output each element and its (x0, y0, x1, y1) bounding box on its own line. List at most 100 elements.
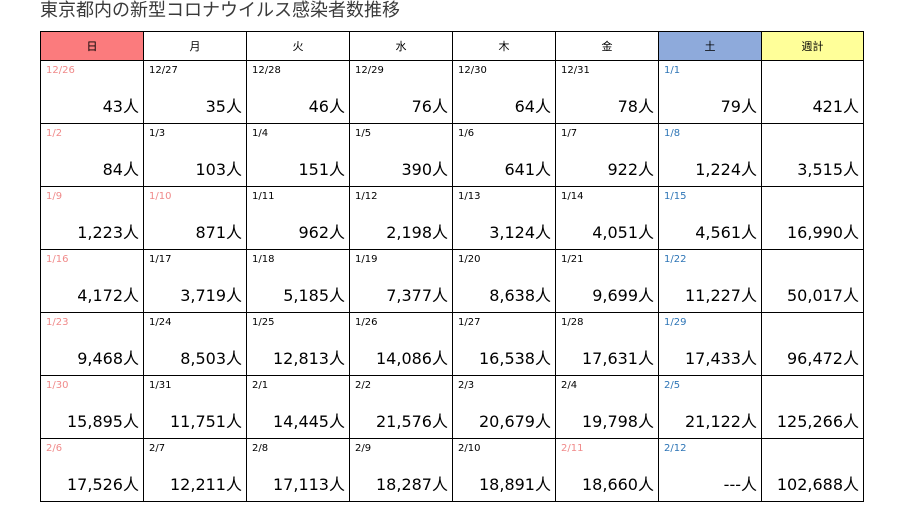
cell-count: 12,211人 (170, 475, 242, 494)
day-cell-friday: 2/4 19,798人 (555, 375, 659, 439)
day-cell-thursday: 1/20 8,638人 (452, 249, 556, 313)
cell-count: 64人 (514, 97, 551, 116)
day-cell-wednesday: 12/29 76人 (349, 60, 453, 124)
cell-date: 1/26 (355, 317, 378, 328)
day-cell-thursday: 2/3 20,679人 (452, 375, 556, 439)
cell-date: 2/7 (149, 443, 166, 454)
week-total-count: 16,990人 (787, 223, 859, 242)
day-cell-tuesday: 2/8 17,113人 (246, 438, 350, 502)
header-friday: 金 (555, 31, 659, 61)
cell-count: 4,172人 (77, 286, 139, 305)
cell-count: 18,660人 (582, 475, 654, 494)
cell-date: 1/6 (458, 128, 475, 139)
day-cell-saturday: 2/12 ---人 (658, 438, 762, 502)
cell-count: 84人 (102, 160, 139, 179)
cell-date: 12/30 (458, 65, 487, 76)
cell-count: 21,122人 (685, 412, 757, 431)
header-monday: 月 (143, 31, 247, 61)
table-row: 1/16 4,172人 1/17 3,719人 1/18 5,185人 1/19 7,377人… (40, 249, 864, 313)
cell-date: 1/24 (149, 317, 172, 328)
day-cell-monday: 1/10 871人 (143, 186, 247, 250)
cell-count: 17,631人 (582, 349, 654, 368)
day-cell-tuesday: 1/4 151人 (246, 123, 350, 187)
cell-count: 1,224人 (695, 160, 757, 179)
day-cell-friday: 1/21 9,699人 (555, 249, 659, 313)
table-row: 1/30 15,895人 1/31 11,751人 2/1 14,445人 2/2 21,57… (40, 375, 864, 439)
cell-date: 1/31 (149, 380, 172, 391)
day-cell-wednesday: 1/19 7,377人 (349, 249, 453, 313)
weekly-cases-table: 日 月 火 水 木 金 土 週計 12/26 43人 12/27 35人 12/28 46… (40, 31, 864, 502)
cell-count: 4,561人 (695, 223, 757, 242)
header-thursday: 木 (452, 31, 556, 61)
cell-date: 2/8 (252, 443, 269, 454)
cell-count: 11,227人 (685, 286, 757, 305)
cell-count: 15,895人 (67, 412, 139, 431)
cell-date: 2/4 (561, 380, 578, 391)
cell-count: 17,526人 (67, 475, 139, 494)
cell-count: 8,638人 (489, 286, 551, 305)
day-cell-sunday: 1/2 84人 (40, 123, 144, 187)
header-wednesday: 水 (349, 31, 453, 61)
cell-count: 151人 (298, 160, 345, 179)
cell-date: 1/4 (252, 128, 269, 139)
cell-date: 1/15 (664, 191, 687, 202)
cell-date: 1/13 (458, 191, 481, 202)
cell-date: 1/5 (355, 128, 372, 139)
day-cell-thursday: 1/13 3,124人 (452, 186, 556, 250)
header-saturday: 土 (658, 31, 762, 61)
cell-date: 1/23 (46, 317, 69, 328)
day-cell-monday: 1/24 8,503人 (143, 312, 247, 376)
week-total-cell: 3,515人 (761, 123, 864, 187)
cell-count: 17,113人 (273, 475, 345, 494)
table-row: 2/6 17,526人 2/7 12,211人 2/8 17,113人 2/9 18,287人… (40, 438, 864, 502)
cell-count: 78人 (617, 97, 654, 116)
week-total-count: 50,017人 (787, 286, 859, 305)
cell-count: 7,377人 (386, 286, 448, 305)
day-cell-wednesday: 2/2 21,576人 (349, 375, 453, 439)
cell-date: 1/2 (46, 128, 63, 139)
cell-count: 641人 (504, 160, 551, 179)
cell-count: 79人 (720, 97, 757, 116)
week-total-cell: 421人 (761, 60, 864, 124)
table-row: 1/2 84人 1/3 103人 1/4 151人 1/5 390人 1/6 641人 1/7 922… (40, 123, 864, 187)
cell-date: 1/10 (149, 191, 172, 202)
cell-date: 2/1 (252, 380, 269, 391)
cell-date: 2/5 (664, 380, 681, 391)
week-total-count: 96,472人 (787, 349, 859, 368)
cell-date: 1/29 (664, 317, 687, 328)
day-cell-monday: 1/31 11,751人 (143, 375, 247, 439)
day-cell-sunday: 12/26 43人 (40, 60, 144, 124)
cell-count: 11,751人 (170, 412, 242, 431)
cell-count: 18,287人 (376, 475, 448, 494)
day-cell-monday: 12/27 35人 (143, 60, 247, 124)
cell-date: 12/28 (252, 65, 281, 76)
cell-date: 2/2 (355, 380, 372, 391)
cell-count: 16,538人 (479, 349, 551, 368)
cell-count: 5,185人 (283, 286, 345, 305)
cell-date: 2/11 (561, 443, 584, 454)
cell-date: 1/3 (149, 128, 166, 139)
cell-count: 17,433人 (685, 349, 757, 368)
day-cell-tuesday: 1/11 962人 (246, 186, 350, 250)
day-cell-saturday: 1/29 17,433人 (658, 312, 762, 376)
header-row: 日 月 火 水 木 金 土 週計 (40, 31, 864, 61)
cell-date: 1/11 (252, 191, 275, 202)
cell-date: 2/3 (458, 380, 475, 391)
cell-count: 19,798人 (582, 412, 654, 431)
cell-date: 1/12 (355, 191, 378, 202)
cell-count: 76人 (411, 97, 448, 116)
day-cell-wednesday: 1/26 14,086人 (349, 312, 453, 376)
table-row: 12/26 43人 12/27 35人 12/28 46人 12/29 76人 12/30 64人… (40, 60, 864, 124)
day-cell-sunday: 1/23 9,468人 (40, 312, 144, 376)
cell-date: 1/18 (252, 254, 275, 265)
day-cell-wednesday: 1/12 2,198人 (349, 186, 453, 250)
day-cell-tuesday: 1/18 5,185人 (246, 249, 350, 313)
cell-count: 3,124人 (489, 223, 551, 242)
day-cell-thursday: 2/10 18,891人 (452, 438, 556, 502)
day-cell-saturday: 1/22 11,227人 (658, 249, 762, 313)
cell-count: 390人 (401, 160, 448, 179)
cell-count: 21,576人 (376, 412, 448, 431)
day-cell-saturday: 1/15 4,561人 (658, 186, 762, 250)
cell-count: ---人 (723, 475, 757, 494)
cell-date: 1/8 (664, 128, 681, 139)
